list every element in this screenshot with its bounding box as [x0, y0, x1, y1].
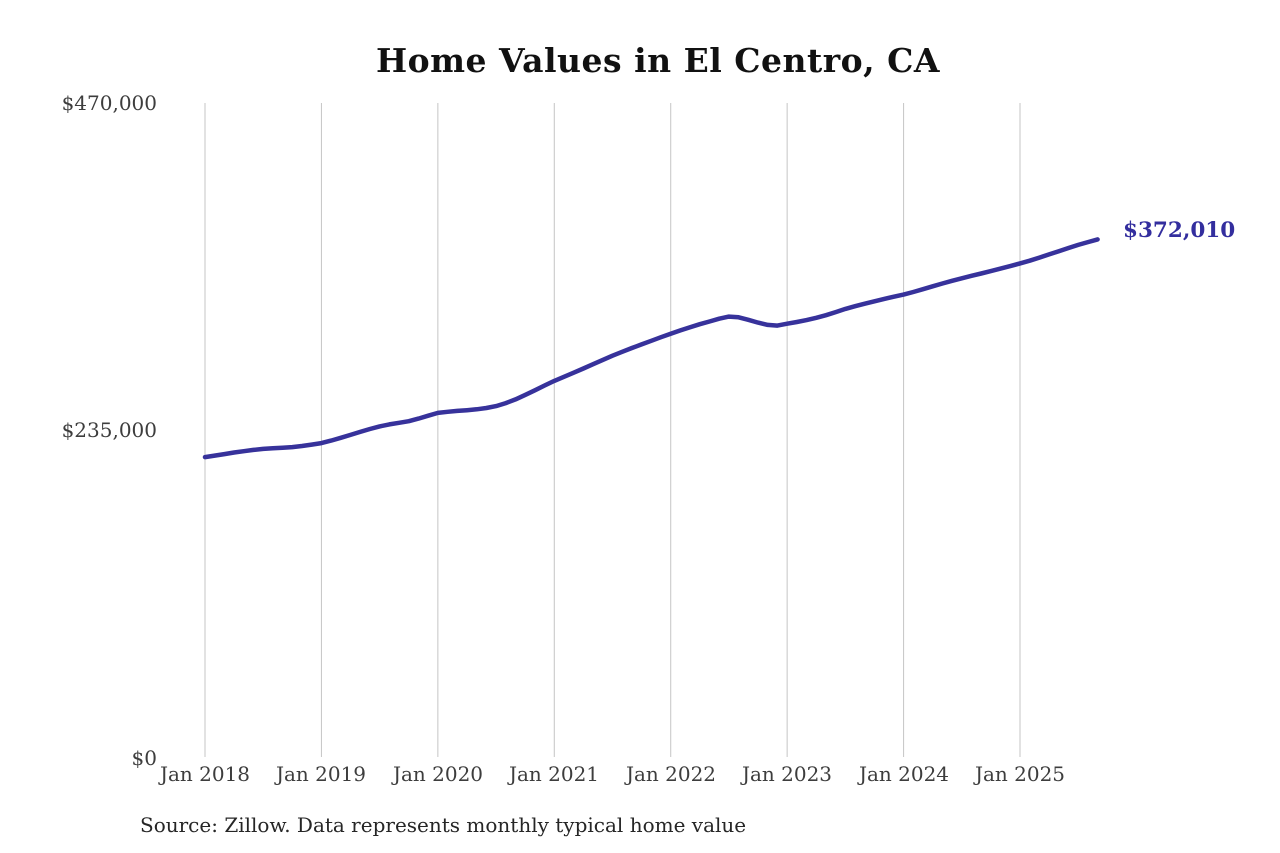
x-axis-tick-jan-2020: Jan 2020 [392, 762, 484, 786]
x-axis-tick-jan-2023: Jan 2023 [741, 762, 833, 786]
x-axis-tick-jan-2024: Jan 2024 [858, 762, 950, 786]
x-axis-tick-jan-2025: Jan 2025 [974, 762, 1066, 786]
x-axis-tick-jan-2019: Jan 2019 [275, 762, 367, 786]
chart-title: Home Values in El Centro, CA [375, 41, 941, 80]
x-axis-tick-jan-2018: Jan 2018 [159, 762, 251, 786]
x-axis-tick-jan-2022: Jan 2022 [625, 762, 717, 786]
y-axis-tick-235000: $235,000 [61, 418, 157, 442]
latest-value-label: $372,010 [1123, 218, 1236, 243]
y-axis-tick-470000: $470,000 [61, 91, 157, 115]
y-axis-tick-0: $0 [131, 746, 157, 770]
source-attribution: Source: Zillow. Data represents monthly … [140, 813, 747, 837]
x-axis-tick-jan-2021: Jan 2021 [508, 762, 600, 786]
home-value-series-line [202, 237, 1100, 460]
